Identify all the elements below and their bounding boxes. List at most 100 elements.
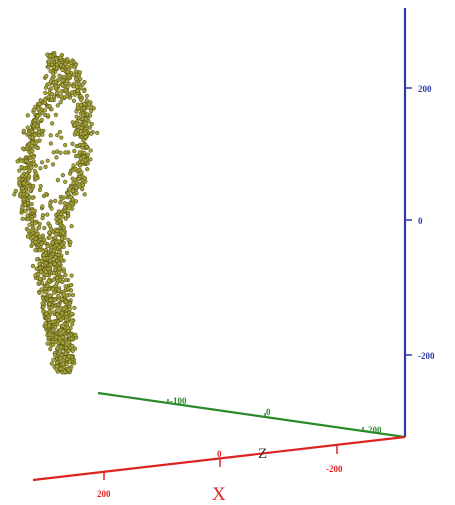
data-point — [38, 265, 43, 271]
data-point — [68, 60, 73, 66]
data-point — [75, 102, 81, 107]
z-axis-title: Z — [258, 446, 267, 462]
data-point — [63, 277, 69, 282]
data-point — [85, 161, 90, 166]
data-point — [85, 152, 90, 157]
data-point — [41, 276, 47, 281]
data-point — [78, 97, 84, 102]
data-point — [69, 224, 74, 229]
data-point — [60, 173, 66, 178]
data-point — [45, 283, 50, 289]
data-point — [44, 73, 49, 79]
data-point — [37, 290, 42, 296]
data-point — [55, 178, 61, 183]
data-point — [69, 273, 74, 278]
data-point — [59, 89, 64, 94]
data-point — [60, 78, 65, 83]
data-point — [72, 122, 78, 127]
data-point — [65, 64, 70, 69]
data-point — [17, 168, 22, 173]
data-point — [27, 174, 32, 179]
data-point — [53, 112, 59, 117]
data-point — [80, 116, 85, 121]
x-tick-label: 200 — [97, 489, 111, 499]
data-point — [57, 270, 62, 275]
data-point — [50, 121, 55, 126]
data-point — [82, 88, 87, 94]
data-point — [31, 234, 36, 239]
data-point — [74, 191, 79, 196]
data-point — [82, 192, 87, 197]
data-point — [48, 133, 53, 138]
z-axis-line — [97, 391, 406, 439]
data-point — [54, 155, 59, 160]
data-point — [37, 261, 42, 267]
data-point — [81, 105, 86, 111]
data-point — [56, 261, 62, 266]
data-point — [51, 357, 56, 362]
data-point — [36, 107, 41, 112]
data-point — [58, 349, 63, 354]
data-point — [67, 187, 72, 192]
data-point — [53, 325, 58, 330]
data-point — [50, 339, 56, 345]
data-point — [41, 253, 46, 258]
data-point — [74, 180, 79, 185]
data-point — [80, 112, 85, 117]
data-point — [63, 179, 68, 184]
data-point — [55, 103, 60, 108]
data-point — [19, 158, 24, 163]
data-point — [66, 348, 71, 354]
data-point — [31, 183, 36, 189]
data-point — [39, 241, 44, 246]
data-point — [63, 143, 68, 148]
data-point — [18, 192, 23, 197]
data-point — [47, 332, 52, 337]
data-point — [62, 369, 68, 374]
data-point — [58, 256, 64, 261]
data-point — [81, 101, 87, 106]
data-point — [25, 217, 31, 222]
data-point — [57, 314, 62, 319]
data-point — [60, 335, 65, 340]
data-point — [36, 133, 42, 138]
data-point — [48, 293, 53, 298]
data-point — [54, 242, 59, 248]
data-point — [55, 346, 60, 351]
data-point — [43, 192, 49, 197]
data-point — [58, 55, 63, 60]
data-point — [54, 56, 59, 61]
data-point — [47, 223, 52, 228]
data-point — [39, 287, 44, 292]
data-point — [47, 104, 52, 109]
data-point — [33, 145, 38, 150]
data-point — [71, 84, 76, 89]
data-point — [72, 92, 78, 97]
data-point — [70, 318, 75, 324]
data-point — [67, 206, 72, 211]
data-point — [40, 204, 45, 209]
data-point — [58, 366, 63, 371]
data-point — [27, 195, 32, 200]
data-point — [38, 98, 43, 103]
data-point — [56, 293, 61, 299]
data-point — [56, 288, 61, 293]
data-point — [60, 83, 65, 88]
data-point — [69, 282, 74, 288]
data-point — [24, 192, 29, 197]
data-point — [45, 113, 51, 118]
data-point — [67, 242, 72, 248]
data-point — [32, 208, 37, 213]
data-point — [39, 259, 44, 264]
data-point — [61, 267, 66, 272]
data-point — [79, 170, 84, 175]
data-point — [38, 166, 43, 171]
data-point — [60, 279, 65, 285]
data-point — [64, 250, 70, 255]
data-point — [73, 130, 78, 135]
data-point — [45, 244, 50, 249]
data-point — [46, 64, 51, 70]
data-point — [61, 329, 66, 334]
data-point — [48, 69, 53, 74]
